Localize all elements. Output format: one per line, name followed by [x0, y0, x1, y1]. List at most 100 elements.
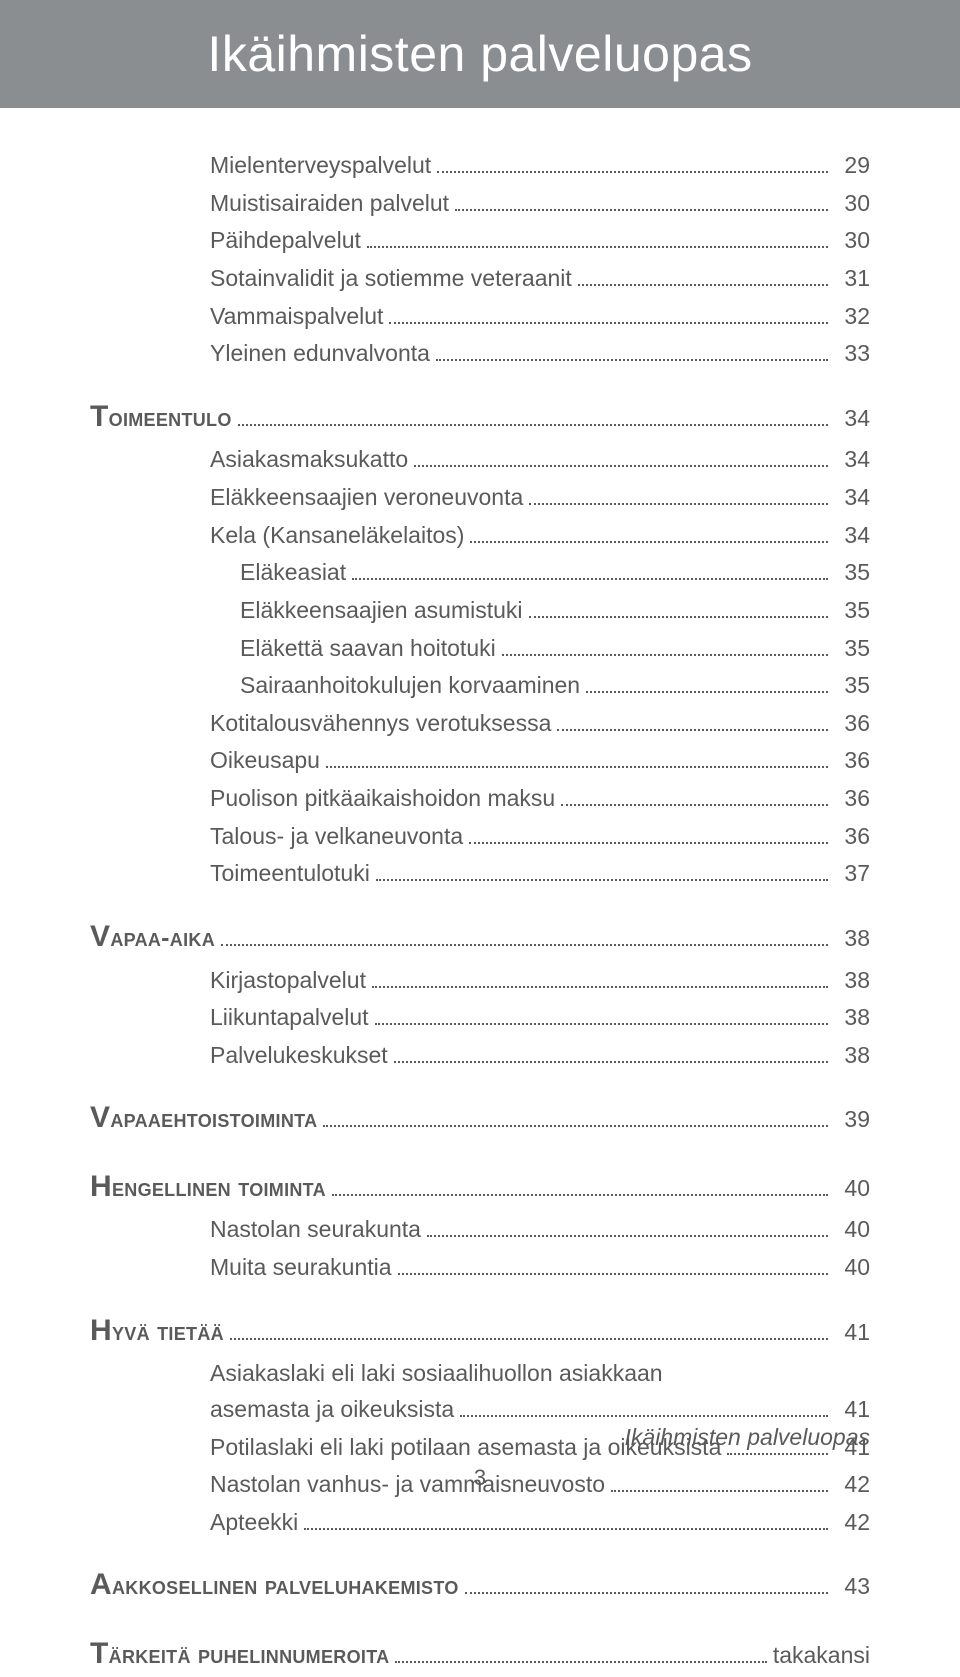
toc-entry: Mielenterveyspalvelut 29: [90, 148, 870, 184]
toc-entry: Kela (Kansaneläkelaitos)34: [90, 518, 870, 554]
leader-dots: [465, 1592, 828, 1594]
leader-dots: [375, 1023, 828, 1025]
toc-entry-page: 41: [834, 1315, 870, 1351]
toc-entry: Yleinen edunvalvonta33: [90, 336, 870, 372]
toc-entry-page: 38: [834, 1038, 870, 1074]
leader-dots: [469, 842, 828, 844]
toc-entry-page: 38: [834, 921, 870, 957]
leader-dots: [376, 879, 828, 881]
toc-entry-label: Eläkettä saavan hoitotuki: [240, 631, 496, 667]
toc-entry-label: Puolison pitkäaikaishoidon maksu: [210, 781, 555, 817]
toc-section-entry: Hengellinen toiminta 40: [90, 1164, 870, 1211]
toc-entry: Eläkeasiat35: [90, 555, 870, 591]
toc-entry-label: Päihdepalvelut: [210, 223, 361, 259]
toc-entry-page: 38: [834, 1000, 870, 1036]
toc-entry-page: 36: [834, 706, 870, 742]
leader-dots: [304, 1528, 828, 1530]
leader-dots: [427, 1235, 828, 1237]
toc-group: Vapaaehtoistoiminta 39: [90, 1095, 870, 1142]
toc-entry-label: Vapaaehtoistoiminta: [90, 1095, 317, 1142]
toc-entry: Puolison pitkäaikaishoidon maksu 36: [90, 781, 870, 817]
leader-dots: [332, 1194, 828, 1196]
toc-entry-label: Liikuntapalvelut: [210, 1000, 369, 1036]
toc-entry: Asiakasmaksukatto34: [90, 442, 870, 478]
toc-section-entry: Hyvä tietää41: [90, 1308, 870, 1355]
toc-entry-page: 38: [834, 963, 870, 999]
leader-dots: [460, 1415, 828, 1417]
toc-group: Toimeentulo34Asiakasmaksukatto34Eläkkeen…: [90, 394, 870, 892]
toc-entry: Talous- ja velkaneuvonta 36: [90, 819, 870, 855]
toc-section-entry: Vapaaehtoistoiminta 39: [90, 1095, 870, 1142]
leader-dots: [394, 1061, 828, 1063]
leader-dots: [367, 246, 828, 248]
toc-entry-page: 36: [834, 819, 870, 855]
toc-entry: asemasta ja oikeuksista41: [90, 1392, 870, 1428]
leader-dots: [470, 541, 828, 543]
leader-dots: [727, 1453, 828, 1455]
leader-dots: [437, 171, 828, 173]
toc-entry: Sairaanhoitokulujen korvaaminen35: [90, 668, 870, 704]
toc-group: Tärkeitä puhelinnumeroitatakakansi: [90, 1631, 870, 1677]
toc-entry: Oikeusapu 36: [90, 743, 870, 779]
footer-running-title: Ikäihmisten palveluopas: [625, 1424, 870, 1451]
toc-entry-page: 34: [834, 442, 870, 478]
toc-entry: Eläkkeensaajien veroneuvonta34: [90, 480, 870, 516]
leader-dots: [323, 1125, 828, 1127]
toc-entry-label: Vapaa-aika: [90, 914, 215, 961]
toc-entry-page: 40: [834, 1212, 870, 1248]
toc-entry-label: Eläkkeensaajien veroneuvonta: [210, 480, 523, 516]
leader-dots: [436, 359, 828, 361]
toc-entry-label: Nastolan seurakunta: [210, 1212, 421, 1248]
toc-entry: Vammaispalvelut32: [90, 299, 870, 335]
toc-entry-page: 41: [834, 1392, 870, 1428]
toc-section-entry: Vapaa-aika 38: [90, 914, 870, 961]
toc-entry-label: Mielenterveyspalvelut: [210, 148, 431, 184]
leader-dots: [395, 1661, 766, 1663]
toc-entry: Päihdepalvelut 30: [90, 223, 870, 259]
toc-entry-page: 39: [834, 1102, 870, 1138]
toc-section-entry: Aakkosellinen palveluhakemisto43: [90, 1562, 870, 1609]
toc-section-entry: Toimeentulo 34: [90, 394, 870, 441]
toc-entry-label: Oikeusapu: [210, 743, 320, 779]
toc-entry-label: Toimeentulo: [90, 394, 232, 441]
toc-entry-page: 30: [834, 186, 870, 222]
leader-dots: [372, 986, 828, 988]
toc-entry-page: 43: [834, 1569, 870, 1605]
toc-entry-label: Muistisairaiden palvelut: [210, 186, 449, 222]
toc-entry-page: 37: [834, 856, 870, 892]
toc-entry-page: 35: [834, 593, 870, 629]
toc-entry-page: 31: [834, 261, 870, 297]
page-number: 3: [0, 1465, 960, 1491]
leader-dots: [578, 284, 828, 286]
toc-group: Aakkosellinen palveluhakemisto43: [90, 1562, 870, 1609]
leader-dots: [529, 503, 828, 505]
leader-dots: [326, 766, 828, 768]
toc-entry-page: 35: [834, 555, 870, 591]
toc-entry-page: 34: [834, 401, 870, 437]
toc-entry: Liikuntapalvelut 38: [90, 1000, 870, 1036]
toc-entry-page: 40: [834, 1171, 870, 1207]
toc-entry-page: 40: [834, 1250, 870, 1286]
leader-dots: [398, 1273, 828, 1275]
leader-dots: [414, 465, 828, 467]
toc-entry-label: Asiakaslaki eli laki sosiaalihuollon asi…: [90, 1356, 870, 1392]
toc-entry-page: 30: [834, 223, 870, 259]
toc-entry: Palvelukeskukset38: [90, 1038, 870, 1074]
toc-entry-page: 36: [834, 743, 870, 779]
toc-entry-label: Talous- ja velkaneuvonta: [210, 819, 463, 855]
toc-entry-page: 29: [834, 148, 870, 184]
toc-entry-label: Apteekki: [210, 1505, 298, 1541]
toc-entry: Eläkettä saavan hoitotuki35: [90, 631, 870, 667]
toc-group: Hengellinen toiminta 40 Nastolan seurakunt…: [90, 1164, 870, 1286]
toc-entry-page: 32: [834, 299, 870, 335]
toc-group: Mielenterveyspalvelut29Muistisairaiden p…: [90, 148, 870, 372]
toc-entry: Sotainvalidit ja sotiemme veteraanit31: [90, 261, 870, 297]
toc-entry-label: Hengellinen toiminta: [90, 1164, 326, 1211]
toc-entry-label: Kela (Kansaneläkelaitos): [210, 518, 464, 554]
toc-entry-page: 36: [834, 781, 870, 817]
page-header: Ikäihmisten palveluopas: [0, 0, 960, 108]
toc-entry: Muistisairaiden palvelut 30: [90, 186, 870, 222]
toc-entry-label: Kirjastopalvelut: [210, 963, 366, 999]
toc-section-entry: Tärkeitä puhelinnumeroitatakakansi: [90, 1631, 870, 1677]
toc-entry: Kotitalousvähennys verotuksessa36: [90, 706, 870, 742]
